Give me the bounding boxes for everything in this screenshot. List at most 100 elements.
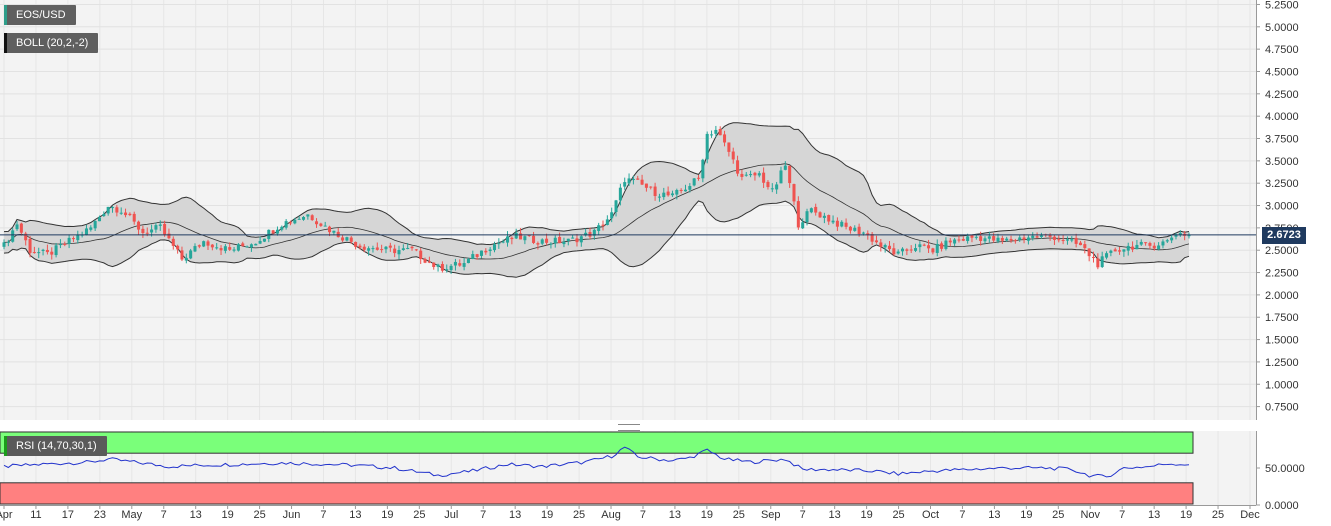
candle-body <box>918 244 922 248</box>
candle-body <box>341 237 345 241</box>
candle-body <box>770 188 774 190</box>
candle-body <box>809 208 813 213</box>
candle-body <box>124 212 128 216</box>
candle-body <box>688 186 692 190</box>
candle-body <box>640 179 644 185</box>
candle-body <box>258 240 262 244</box>
time-tick-label: Sep <box>761 509 781 521</box>
candle-body <box>909 249 913 251</box>
candle-body <box>63 243 67 245</box>
candle-body <box>874 240 878 243</box>
candle-body <box>987 236 991 239</box>
rsi-tick-label: 50.0000 <box>1265 463 1305 475</box>
candle-body <box>15 224 19 230</box>
candle-body <box>1005 238 1009 241</box>
time-tick-label: 13 <box>829 509 841 521</box>
time-tick-label: Nov <box>1080 509 1100 521</box>
candle-body <box>479 250 483 256</box>
time-tick-label: Oct <box>922 509 939 521</box>
candle-body <box>453 261 457 266</box>
candle-body <box>141 228 145 233</box>
candle-body <box>1105 253 1109 258</box>
candle-body <box>397 249 401 255</box>
candle-body <box>466 258 470 264</box>
rsi-indicator-tag[interactable]: RSI (14,70,30,1) <box>4 436 107 456</box>
candle-body <box>1144 242 1148 244</box>
candle-body <box>280 226 284 230</box>
candle-body <box>966 236 970 242</box>
candle-body <box>132 213 136 222</box>
candle-body <box>948 240 952 243</box>
candle-body <box>657 196 661 198</box>
candle-body <box>115 207 119 213</box>
candle-body <box>241 243 245 246</box>
candle-body <box>1061 239 1065 242</box>
candle-body <box>41 249 45 251</box>
candle-body <box>371 248 375 250</box>
pane-resize-handle[interactable] <box>618 424 640 431</box>
candle-body <box>696 177 701 179</box>
candle-body <box>1135 244 1139 250</box>
candle-body <box>605 219 609 225</box>
candle-body <box>275 229 279 234</box>
candle-body <box>649 186 653 188</box>
candle-body <box>905 249 909 251</box>
symbol-tag[interactable]: EOS/USD <box>4 5 76 25</box>
candle-body <box>128 213 132 216</box>
time-tick-label: 13 <box>1148 509 1160 521</box>
candle-body <box>736 160 740 174</box>
candle-body <box>271 230 275 234</box>
candle-body <box>757 173 761 176</box>
candle-body <box>866 233 870 236</box>
candle-body <box>549 243 553 245</box>
candle-body <box>527 235 531 237</box>
candle-body <box>501 241 505 243</box>
candle-body <box>1035 236 1039 238</box>
bollinger-indicator-tag[interactable]: BOLL (20,2,-2) <box>4 33 99 53</box>
candle-body <box>970 235 974 238</box>
candle-body <box>1178 232 1182 235</box>
candle-body <box>723 134 727 143</box>
candle-body <box>731 151 735 160</box>
candle-body <box>922 244 926 246</box>
candle-body <box>1122 249 1126 252</box>
price-tick-label: 2.2500 <box>1265 268 1299 280</box>
candle-body <box>514 232 518 239</box>
candle-body <box>796 201 800 228</box>
candle-body <box>957 239 961 241</box>
bollinger-upper-line <box>3 122 1190 246</box>
horizontal-grid <box>0 3 1256 408</box>
candle-body <box>631 179 635 181</box>
candle-body <box>393 248 397 254</box>
candle-body <box>50 251 54 255</box>
candle-body <box>354 241 358 247</box>
price-tick-label: 3.5000 <box>1265 156 1299 168</box>
candle-body <box>11 230 15 242</box>
time-tick-label: 13 <box>349 509 361 521</box>
price-tick-label: 3.2500 <box>1265 178 1299 190</box>
candle-body <box>519 233 523 240</box>
candle-body <box>319 223 323 226</box>
rsi-axis-labels: 50.0000 0.0000 <box>1256 463 1305 512</box>
candle-body <box>775 184 779 190</box>
time-tick-label: 11 <box>30 509 41 521</box>
candle-body <box>1052 236 1056 240</box>
candle-body <box>306 214 310 217</box>
candle-body <box>427 261 431 263</box>
candle-body <box>683 189 687 192</box>
price-tick-label: 1.0000 <box>1265 379 1299 391</box>
time-tick-label: 23 <box>94 509 106 521</box>
candle-body <box>223 246 227 251</box>
candle-body <box>805 211 809 223</box>
candle-body <box>766 181 770 188</box>
candle-body <box>2 242 6 247</box>
candle-body <box>627 178 631 184</box>
candle-body <box>610 212 614 219</box>
candle-body <box>332 230 336 233</box>
candle-body <box>1009 238 1013 241</box>
candle-body <box>979 236 983 241</box>
rsi-oversold-zone <box>0 482 1194 505</box>
candle-body <box>1118 250 1122 252</box>
candle-body <box>1048 235 1052 237</box>
